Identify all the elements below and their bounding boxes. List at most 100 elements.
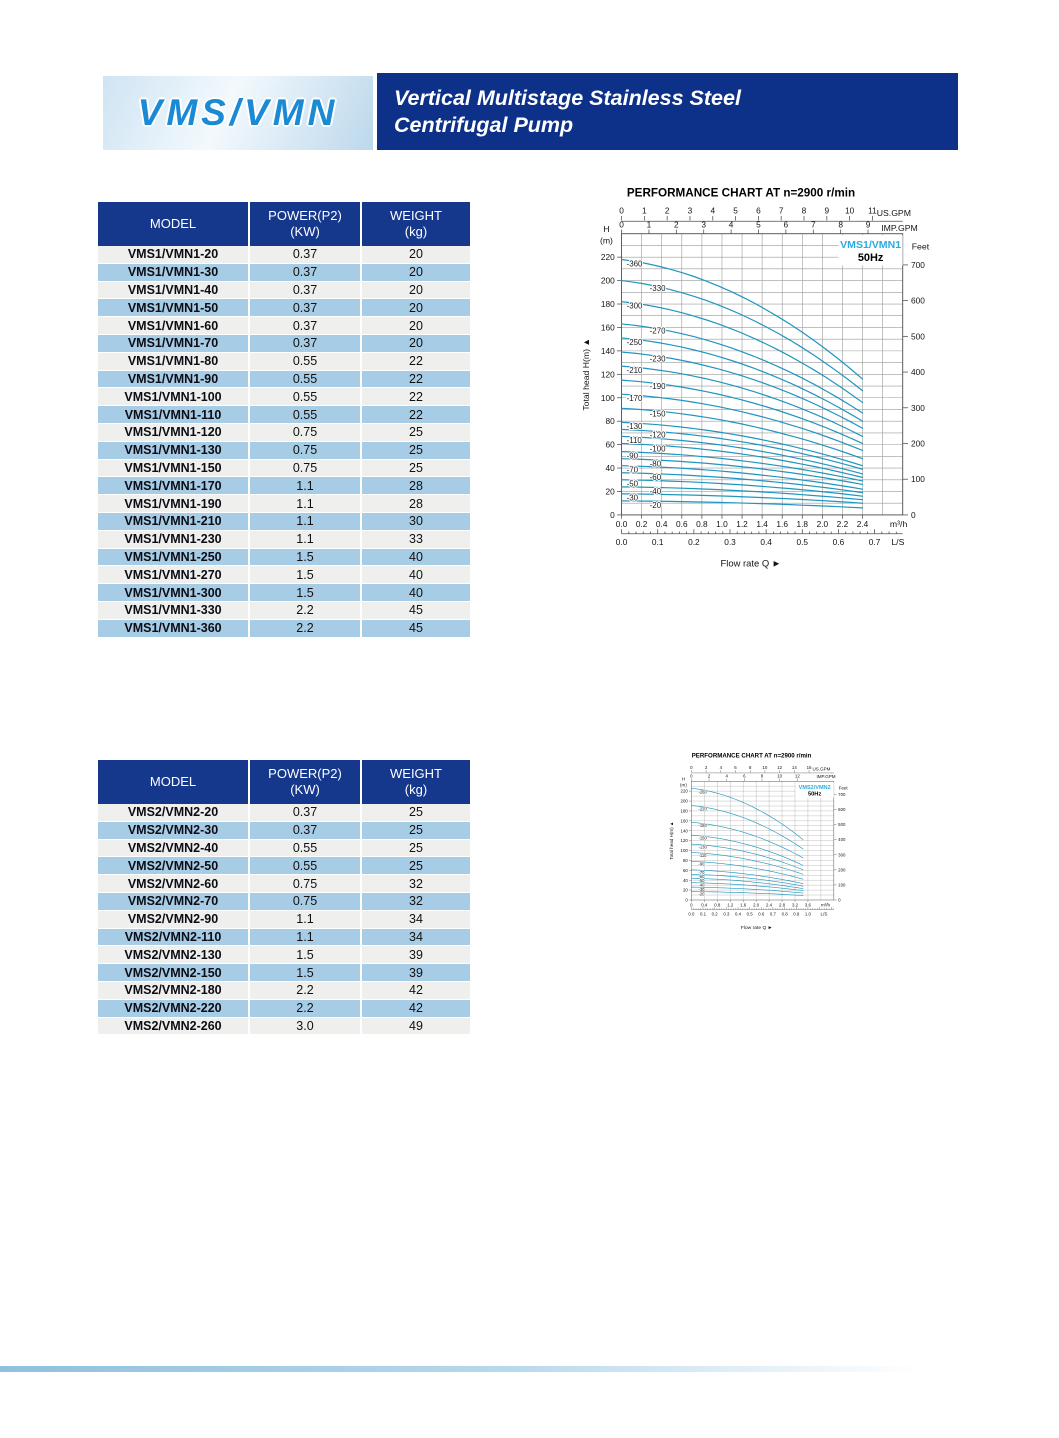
table-row: VMS2/VMN2-110 1.1 34	[98, 928, 470, 947]
table-row: VMS2/VMN2-60 0.75 32	[98, 875, 470, 893]
curve-label--220: -220	[699, 806, 708, 811]
weight-cell: 22	[360, 370, 470, 388]
us-gpm-tick-label: 11	[868, 206, 877, 216]
weight-cell: 28	[360, 495, 470, 512]
m3h-tick-label: 3.6	[805, 902, 812, 907]
model-cell: VMS2/VMN2-180	[124, 983, 222, 998]
table-header-row: MODEL POWER(P2) (KW) WEIGHT (kg)	[98, 202, 470, 246]
table-row: VMS2/VMN2-90 1.1 34	[98, 910, 470, 929]
power-cell: 0.37	[248, 317, 360, 334]
feet-tick-label: 300	[838, 852, 846, 857]
m3h-tick-label: 1.8	[797, 519, 809, 529]
weight-cell: 25	[360, 459, 470, 477]
us-gpm-tick-label: 2	[665, 206, 670, 216]
pump-curve--150	[691, 834, 804, 866]
model-cell: VMS2/VMN2-40	[127, 840, 219, 855]
pump-curve--170	[620, 393, 864, 452]
pump-curve--30	[620, 493, 864, 504]
power-cell: 0.75	[248, 441, 360, 459]
pump-curve--50	[691, 877, 804, 889]
pump-curve--30	[691, 886, 804, 894]
us-gpm-tick-label: 8	[749, 765, 752, 770]
table-row: VMS1/VMN1-50 0.37 20	[98, 299, 470, 318]
chart-model-label: VMS1/VMN1	[840, 239, 901, 251]
title-banner: Vertical Multistage Stainless Steel Cent…	[377, 73, 958, 150]
ls-tick-label: 0.3	[723, 911, 730, 916]
table-row: VMS1/VMN1-150 0.75 25	[98, 459, 470, 478]
us-gpm-tick-label: 0	[619, 206, 624, 216]
model-cell: VMS2/VMN2-130	[124, 947, 222, 962]
model-cell: VMS1/VMN1-100	[124, 389, 222, 404]
imp-gpm-tick-label: 12	[795, 773, 800, 778]
m3h-tick-label: 0.0	[616, 519, 628, 529]
weight-cell: 25	[360, 423, 470, 441]
power-cell: 0.37	[248, 804, 360, 821]
weight-cell: 22	[360, 388, 470, 406]
power-cell: 1.1	[248, 477, 360, 495]
head-tick-label: 20	[606, 487, 616, 497]
imp-gpm-tick-label: 8	[761, 773, 764, 778]
m3h-tick-label: 1.2	[736, 519, 748, 529]
pump-curve--220	[691, 805, 804, 850]
power-cell: 0.55	[248, 839, 360, 857]
curve-label--100: -100	[650, 444, 666, 453]
us-gpm-tick-label: 0	[690, 765, 693, 770]
us-gpm-tick-label: 6	[756, 206, 761, 216]
head-tick-label: 40	[683, 878, 688, 883]
head-tick-label: 220	[601, 252, 615, 262]
us-gpm-unit: US.GPM	[812, 767, 830, 772]
m3h-tick-label: 1.2	[727, 902, 734, 907]
power-cell: 0.37	[248, 281, 360, 299]
pump-curve--230	[620, 351, 864, 429]
head-tick-label: 100	[601, 393, 615, 403]
pump-curve--40	[620, 486, 864, 501]
weight-cell: 25	[360, 804, 470, 821]
us-gpm-tick-label: 14	[792, 765, 797, 770]
m3h-tick-label: 1.6	[740, 902, 747, 907]
table-row: VMS1/VMN1-330 2.2 45	[98, 601, 470, 620]
imp-gpm-tick-label: 2	[674, 219, 679, 229]
model-cell: VMS1/VMN1-50	[127, 300, 219, 315]
power-cell: 1.5	[248, 946, 360, 964]
m3h-tick-label: 0.8	[696, 519, 708, 529]
power-cell: 0.75	[248, 423, 360, 441]
table-row: VMS1/VMN1-300 1.5 40	[98, 584, 470, 602]
m3h-tick-label: 2.8	[779, 902, 786, 907]
weight-cell: 20	[360, 246, 470, 263]
model-cell: VMS2/VMN2-90	[127, 912, 219, 927]
pump-curve--110	[620, 435, 864, 475]
weight-cell: 40	[360, 566, 470, 584]
ls-tick-label: 0.2	[688, 537, 700, 547]
curve-label--230: -230	[650, 354, 666, 363]
curve-label--40: -40	[699, 882, 706, 887]
ls-tick-label: 0.7	[770, 911, 777, 916]
chart-frequency-label: 50Hz	[858, 252, 884, 264]
head-tick-label: 40	[606, 463, 616, 473]
m3h-tick-label: 1.4	[756, 519, 768, 529]
imp-gpm-tick-label: 3	[701, 219, 706, 229]
table-row: VMS1/VMN1-30 0.37 20	[98, 263, 470, 282]
weight-cell: 33	[360, 530, 470, 548]
pump-curve--250	[620, 337, 864, 422]
m3h-tick-label: 2.0	[753, 902, 760, 907]
table-row: VMS1/VMN1-210 1.1 30	[98, 512, 470, 531]
table-row: VMS2/VMN2-260 3.0 49	[98, 1017, 470, 1036]
m3h-tick-label: 0.4	[656, 519, 668, 529]
weight-cell: 25	[360, 839, 470, 857]
table-row: VMS1/VMN1-90 0.55 22	[98, 370, 470, 389]
pump-curve--210	[620, 365, 864, 438]
pump-curve--190	[620, 379, 864, 445]
imp-gpm-tick-label: 0	[690, 773, 693, 778]
pump-curve--90	[620, 451, 864, 482]
weight-cell: 32	[360, 875, 470, 892]
table-row: VMS1/VMN1-250 1.5 40	[98, 548, 470, 567]
power-cell: 1.1	[248, 910, 360, 928]
curve-label--180: -180	[699, 823, 708, 828]
ls-tick-label: 0.9	[793, 911, 800, 916]
footer-gradient-bar	[0, 1366, 920, 1372]
table-row: VMS2/VMN2-150 1.5 39	[98, 964, 470, 982]
feet-tick-label: 400	[911, 367, 925, 377]
flow-rate-axis-title: Flow rate Q ►	[741, 925, 773, 931]
curve-label--170: -170	[627, 394, 643, 403]
power-cell: 1.1	[248, 495, 360, 512]
